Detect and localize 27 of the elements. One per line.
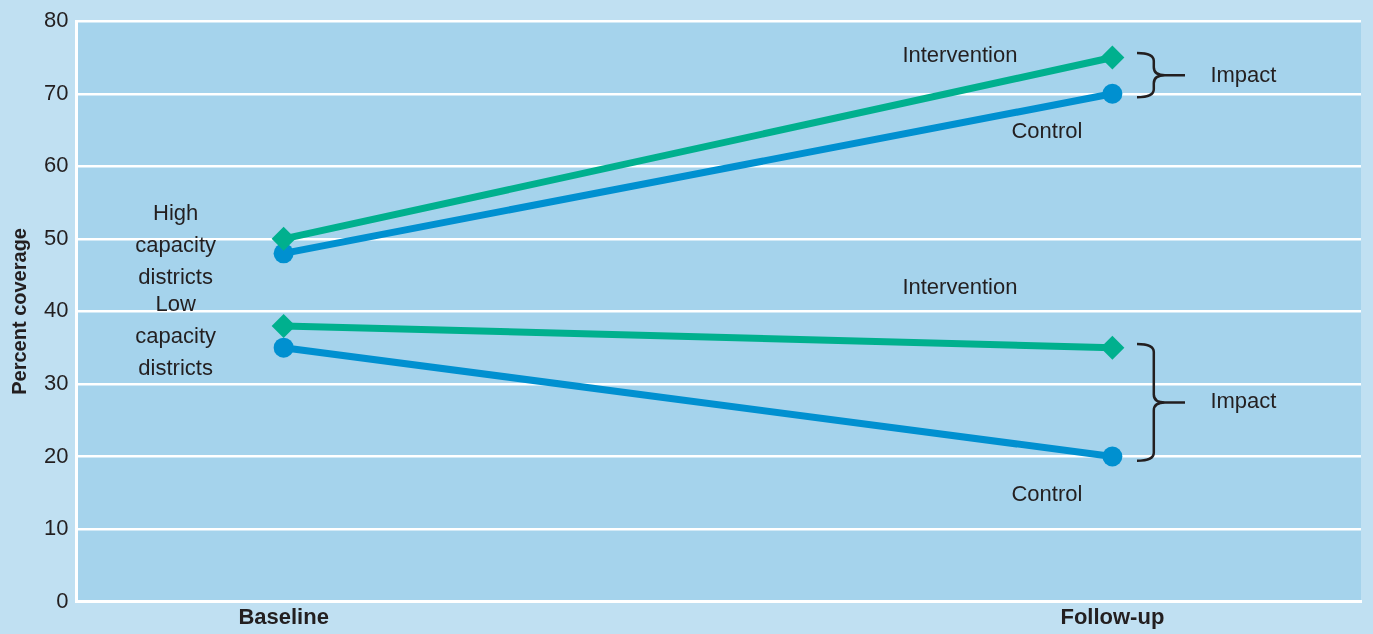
x-tick-label: Baseline: [238, 603, 329, 629]
annotation: Low capacity districts: [135, 290, 217, 380]
series-label: Control: [1011, 480, 1083, 506]
point: [271, 313, 296, 338]
y-axis-title: Percent coverage: [7, 228, 30, 395]
y-tick-label: 40: [43, 297, 69, 323]
y-tick-label: 80: [43, 7, 69, 33]
y-tick-label: 0: [56, 587, 69, 613]
point: [1100, 45, 1125, 70]
annotation: High capacity districts: [135, 200, 217, 290]
y-tick-label: 60: [43, 152, 69, 178]
point: [1102, 446, 1123, 467]
y-tick-label: 30: [43, 370, 69, 396]
series-label: Control: [1011, 117, 1083, 143]
y-tick-label: 50: [43, 224, 69, 250]
point: [271, 226, 296, 251]
annotation: Impact: [1210, 61, 1277, 87]
point: [1102, 83, 1123, 104]
point: [1100, 335, 1125, 360]
series-label: Intervention: [902, 41, 1018, 67]
series-label: Intervention: [902, 273, 1018, 299]
y-tick-label: 70: [43, 79, 69, 105]
x-tick-label: Follow-up: [1060, 603, 1165, 629]
annotation: Impact: [1210, 388, 1277, 414]
y-tick-label: 20: [43, 442, 69, 468]
point: [273, 337, 294, 358]
y-tick-label: 10: [43, 515, 69, 541]
